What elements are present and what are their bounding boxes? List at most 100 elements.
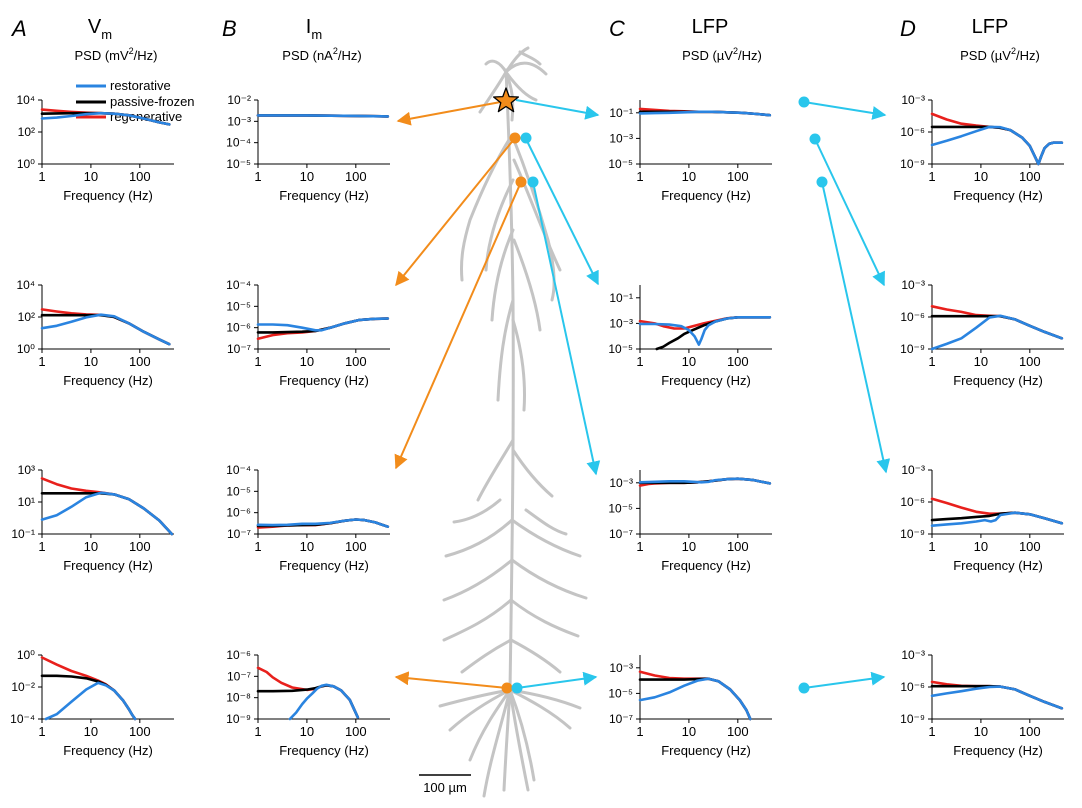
series-line-restorative xyxy=(638,677,752,721)
series-line-passive-frozen xyxy=(256,683,360,719)
panel-d3: 1 10 100 10⁻⁹ 10⁻⁶ 10⁻³ Frequency (Hz) xyxy=(900,463,1064,573)
site-marker-cyan-3 xyxy=(527,176,539,188)
soma-star-icon xyxy=(492,87,520,113)
x-tick-label: 100 xyxy=(345,724,367,739)
y-tick-label: 10⁻³ xyxy=(901,463,925,477)
neuron-morphology xyxy=(438,46,588,798)
series-line-passive-frozen xyxy=(40,313,171,346)
panel-c1: 1 10 100 10⁻⁵ 10⁻³ 10⁻¹ Frequency (Hz) xyxy=(608,100,772,203)
y-tick-label: 10⁻³ xyxy=(609,131,633,145)
arrow-site2-to-im-2 xyxy=(395,137,516,287)
y-tick-label: 10⁻³ xyxy=(901,278,925,292)
x-tick-label: 100 xyxy=(1019,539,1041,554)
y-tick-label: 10⁻⁵ xyxy=(608,501,633,515)
y-tick-label: 10⁻² xyxy=(227,93,251,107)
y-tick-label: 10⁻⁹ xyxy=(900,342,925,356)
y-tick-label: 10⁻⁷ xyxy=(227,527,251,541)
panel-letter-c: C xyxy=(609,16,625,41)
y-tick-label: 10⁻⁶ xyxy=(900,125,925,139)
x-tick-label: 100 xyxy=(129,354,151,369)
panel-b4: 1 10 100 10⁻⁹ 10⁻⁸ 10⁻⁷ 10⁻⁶ Frequency (Hz) xyxy=(226,648,390,758)
x-axis-label: Frequency (Hz) xyxy=(953,188,1043,203)
site-markers xyxy=(492,87,828,694)
x-tick-label: 10 xyxy=(974,169,988,184)
x-tick-label: 100 xyxy=(345,354,367,369)
series-line-restorative xyxy=(930,314,1064,351)
x-tick-label: 1 xyxy=(254,169,261,184)
arrow-lfp-2 xyxy=(525,138,599,286)
y-tick-label: 10⁻⁴ xyxy=(226,136,251,150)
far-site-marker-4 xyxy=(798,682,810,694)
y-tick-label: 10⁻⁹ xyxy=(900,527,925,541)
x-tick-label: 10 xyxy=(682,354,696,369)
series-line-restorative xyxy=(40,313,171,346)
series-line-restorative xyxy=(638,110,772,117)
column-c-title: LFP xyxy=(692,16,729,38)
x-tick-label: 10 xyxy=(84,539,98,554)
panel-b3: 1 10 100 10⁻⁷ 10⁻⁶ 10⁻⁵ 10⁻⁴ Frequency (Hz) xyxy=(226,463,390,573)
series-line-restorative xyxy=(40,491,174,536)
x-axis-label: Frequency (Hz) xyxy=(63,188,153,203)
y-tick-label: 10⁻² xyxy=(11,680,35,694)
scale-bar-label: 100 µm xyxy=(423,780,467,795)
series-line-restorative xyxy=(256,317,390,332)
arrow-site3-to-im-3 xyxy=(394,181,522,470)
x-tick-label: 100 xyxy=(727,724,749,739)
legend-label-restorative: restorative xyxy=(110,78,171,93)
y-tick-label: 10⁰ xyxy=(17,157,35,171)
y-tick-label: 10⁻⁸ xyxy=(226,691,251,705)
column-b-unit: PSD (nA2/Hz) xyxy=(282,46,361,63)
series-line-restorative xyxy=(40,111,171,126)
series-line-regenerative xyxy=(40,477,174,536)
series-line-restorative xyxy=(256,518,390,529)
arrow-far-lfp-1 xyxy=(803,101,887,120)
series-line-restorative xyxy=(288,683,360,721)
series-line-passive-frozen xyxy=(638,677,752,721)
far-site-marker-1 xyxy=(798,96,810,108)
panel-d1: 1 10 100 10⁻⁹ 10⁻⁶ 10⁻³ Frequency (Hz) xyxy=(900,93,1064,203)
panel-c3: 1 10 100 10⁻⁷ 10⁻⁵ 10⁻³ Frequency (Hz) xyxy=(608,470,772,573)
panel-b1: 1 10 100 10⁻⁵ 10⁻⁴ 10⁻³ 10⁻² Frequency (Hz) xyxy=(226,93,390,203)
y-tick-label: 10⁻⁶ xyxy=(226,648,251,662)
x-axis-label: Frequency (Hz) xyxy=(953,743,1043,758)
site-marker-orange-3 xyxy=(515,176,527,188)
y-tick-label: 10⁻³ xyxy=(609,661,633,675)
y-tick-label: 10⁻⁵ xyxy=(608,157,633,171)
series-line-passive-frozen xyxy=(930,125,1064,166)
x-tick-label: 10 xyxy=(84,354,98,369)
x-tick-label: 1 xyxy=(38,724,45,739)
series-line-restorative xyxy=(930,511,1064,528)
legend: restorative passive-frozen regenerative xyxy=(76,78,195,124)
arrow-far-lfp-3 xyxy=(821,181,891,474)
panel-c4: 1 10 100 10⁻⁷ 10⁻⁵ 10⁻³ Frequency (Hz) xyxy=(608,655,772,758)
panel-letter-a: A xyxy=(10,16,27,41)
site-marker-cyan-4 xyxy=(511,682,523,694)
arrow-lfp-1 xyxy=(515,99,600,120)
x-tick-label: 100 xyxy=(727,539,749,554)
column-d-title: LFP xyxy=(972,16,1009,38)
x-tick-label: 1 xyxy=(928,354,935,369)
x-axis-label: Frequency (Hz) xyxy=(661,743,751,758)
x-tick-label: 10 xyxy=(84,724,98,739)
x-tick-label: 1 xyxy=(928,169,935,184)
y-tick-label: 10⁻⁵ xyxy=(226,157,251,171)
x-axis-label: Frequency (Hz) xyxy=(953,558,1043,573)
x-tick-label: 10 xyxy=(300,354,314,369)
x-axis-label: Frequency (Hz) xyxy=(63,558,153,573)
x-tick-label: 100 xyxy=(345,169,367,184)
x-tick-label: 1 xyxy=(636,724,643,739)
x-tick-label: 1 xyxy=(636,539,643,554)
y-tick-label: 10² xyxy=(18,310,35,324)
panel-letter-d: D xyxy=(900,16,916,41)
x-tick-label: 10 xyxy=(682,539,696,554)
y-tick-label: 10⁻⁷ xyxy=(609,712,633,726)
x-axis-label: Frequency (Hz) xyxy=(661,558,751,573)
y-tick-label: 10⁻³ xyxy=(901,648,925,662)
panel-d2: 1 10 100 10⁻⁹ 10⁻⁶ 10⁻³ Frequency (Hz) xyxy=(900,278,1064,388)
series-line-restorative xyxy=(638,477,772,485)
x-tick-label: 100 xyxy=(345,539,367,554)
y-tick-label: 10⁻⁹ xyxy=(226,712,251,726)
series-line-passive-frozen xyxy=(930,684,1064,710)
series-line-restorative xyxy=(930,125,1064,166)
